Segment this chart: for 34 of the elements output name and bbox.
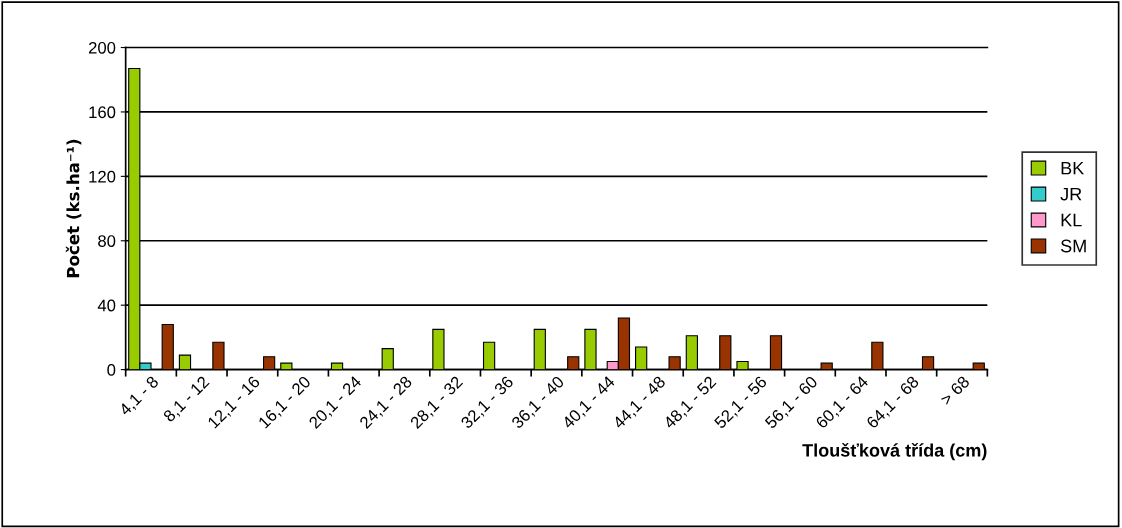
bar	[432, 328, 445, 370]
y-tick-label: 160	[89, 106, 116, 119]
bar	[635, 346, 648, 370]
bar	[584, 328, 597, 370]
legend-label: SM	[1060, 239, 1086, 253]
x-tick-label: 4,1 - 8	[118, 375, 161, 418]
bar	[161, 323, 174, 370]
legend-label: BK	[1061, 161, 1085, 175]
legend-label: JR	[1060, 187, 1082, 201]
legend-label: KL	[1061, 213, 1082, 227]
bar	[567, 356, 580, 370]
bar	[178, 354, 192, 370]
y-tick-label: 0	[107, 364, 116, 376]
y-tick-label: 80	[98, 235, 116, 247]
bar	[280, 362, 293, 370]
bar	[482, 341, 496, 370]
y-tick-label: 200	[88, 41, 116, 54]
bar	[719, 335, 732, 370]
bar	[736, 360, 749, 370]
bar	[769, 335, 783, 370]
bar	[262, 356, 276, 370]
x-axis-title: Tloušťková třída (cm)	[802, 443, 987, 461]
y-axis-title: Počet (ks.ha⁻¹)	[65, 139, 82, 278]
bar	[871, 341, 884, 370]
bar	[685, 335, 698, 370]
bar	[668, 356, 681, 370]
bar	[381, 348, 394, 370]
bar	[921, 356, 935, 370]
bar	[533, 328, 546, 370]
bar	[820, 362, 833, 370]
y-tick-label: 40	[97, 299, 116, 312]
x-tick-label: > 68	[939, 375, 971, 406]
bar	[212, 341, 225, 370]
y-tick-label: 120	[89, 170, 116, 183]
